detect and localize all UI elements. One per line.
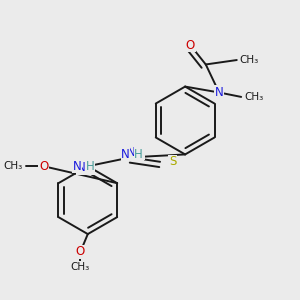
Text: H: H: [86, 160, 94, 173]
Text: NH: NH: [77, 161, 94, 174]
Text: CH₃: CH₃: [244, 92, 263, 102]
Text: O: O: [76, 245, 85, 258]
Text: NH: NH: [127, 146, 145, 159]
Text: CH₃: CH₃: [4, 161, 23, 171]
Text: O: O: [39, 160, 48, 173]
Text: N: N: [215, 86, 224, 99]
Text: CH₃: CH₃: [240, 55, 259, 65]
Text: CH₃: CH₃: [71, 262, 90, 272]
Text: H: H: [134, 148, 143, 161]
Text: N: N: [72, 160, 81, 173]
Text: N: N: [121, 148, 130, 161]
Text: S: S: [169, 155, 176, 168]
Text: O: O: [186, 39, 195, 52]
